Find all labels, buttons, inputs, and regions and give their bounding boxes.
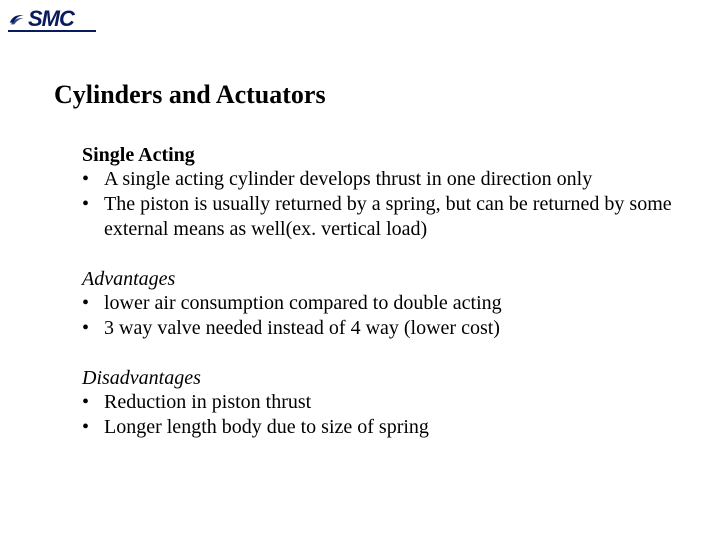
bullet-item: • Longer length body due to size of spri… (82, 415, 680, 440)
section-disadvantages: Disadvantages • Reduction in piston thru… (82, 367, 680, 440)
bullet-text: Reduction in piston thrust (104, 390, 680, 415)
bullet-marker: • (82, 167, 104, 192)
bullet-text: A single acting cylinder develops thrust… (104, 167, 680, 192)
bullet-marker: • (82, 316, 104, 341)
logo-text: SMC (28, 6, 74, 32)
section-single-acting: Single Acting • A single acting cylinder… (82, 144, 680, 242)
bullet-text: lower air consumption compared to double… (104, 291, 680, 316)
bullet-item: • 3 way valve needed instead of 4 way (l… (82, 316, 680, 341)
bullet-item: • Reduction in piston thrust (82, 390, 680, 415)
logo-underline (8, 30, 96, 32)
bullet-marker: • (82, 192, 104, 242)
section-heading: Disadvantages (82, 367, 680, 390)
bullet-text: Longer length body due to size of spring (104, 415, 680, 440)
bullet-item: • lower air consumption compared to doub… (82, 291, 680, 316)
logo: SMC (8, 6, 74, 32)
bullet-text: The piston is usually returned by a spri… (104, 192, 680, 242)
page-title: Cylinders and Actuators (54, 80, 680, 110)
slide-content: Cylinders and Actuators Single Acting • … (54, 80, 680, 466)
section-heading: Advantages (82, 268, 680, 291)
bullet-item: • A single acting cylinder develops thru… (82, 167, 680, 192)
bullet-text: 3 way valve needed instead of 4 way (low… (104, 316, 680, 341)
logo-swoosh-icon (8, 10, 26, 28)
section-heading: Single Acting (82, 144, 680, 167)
bullet-marker: • (82, 291, 104, 316)
bullet-item: • The piston is usually returned by a sp… (82, 192, 680, 242)
bullet-marker: • (82, 390, 104, 415)
section-advantages: Advantages • lower air consumption compa… (82, 268, 680, 341)
bullet-marker: • (82, 415, 104, 440)
